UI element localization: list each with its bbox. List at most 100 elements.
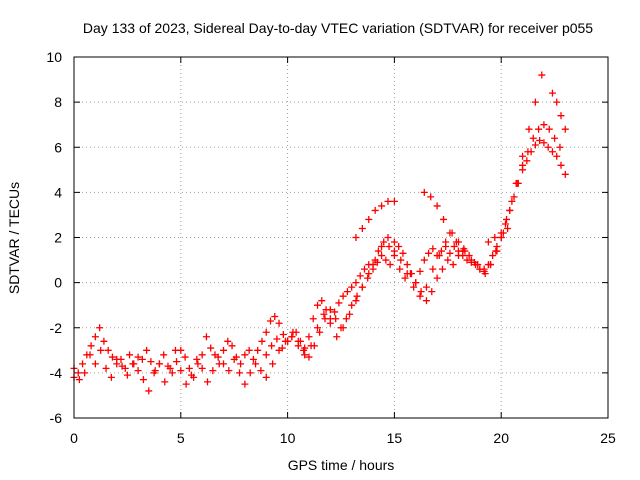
- y-tick-label: 2: [54, 230, 62, 246]
- data-point: [147, 358, 155, 366]
- data-point: [399, 249, 407, 257]
- data-point: [540, 121, 548, 129]
- x-tick-label: 20: [493, 430, 509, 446]
- data-point: [236, 369, 244, 377]
- data-point: [395, 243, 403, 251]
- data-point: [412, 279, 420, 287]
- data-point: [320, 310, 328, 318]
- y-tick-label: 0: [54, 275, 62, 291]
- data-point: [403, 270, 411, 278]
- data-point: [416, 267, 424, 275]
- data-point: [374, 247, 382, 255]
- data-point: [512, 179, 520, 187]
- data-point: [378, 202, 386, 210]
- x-tick-label: 0: [70, 430, 78, 446]
- data-point: [269, 360, 277, 368]
- data-point: [249, 355, 257, 363]
- data-point: [118, 362, 126, 370]
- data-point: [561, 125, 569, 133]
- data-point: [480, 265, 488, 273]
- data-point: [540, 139, 548, 147]
- data-point: [348, 301, 356, 309]
- chart-title: Day 133 of 2023, Sidereal Day-to-day VTE…: [83, 20, 593, 36]
- data-point: [326, 306, 334, 314]
- data-point: [314, 301, 322, 309]
- data-point: [123, 371, 131, 379]
- data-point: [452, 238, 460, 246]
- data-point: [220, 360, 228, 368]
- data-point: [442, 238, 450, 246]
- x-tick-label: 25: [600, 430, 616, 446]
- data-point: [102, 364, 110, 372]
- data-point: [268, 342, 276, 350]
- data-point: [166, 364, 174, 372]
- data-point: [262, 351, 270, 359]
- data-point: [544, 143, 552, 151]
- data-point: [538, 71, 546, 79]
- data-point: [380, 238, 388, 246]
- data-series: [262, 71, 546, 381]
- data-point: [437, 247, 445, 255]
- data-point: [143, 346, 151, 354]
- data-point: [390, 197, 398, 205]
- x-tick-label: 5: [177, 430, 185, 446]
- data-point: [194, 360, 202, 368]
- data-point: [220, 346, 228, 354]
- data-point: [294, 342, 302, 350]
- data-point: [87, 342, 95, 350]
- data-point: [396, 265, 404, 273]
- y-tick-label: -2: [50, 320, 63, 336]
- data-point: [198, 351, 206, 359]
- data-point: [446, 229, 454, 237]
- data-point: [465, 252, 473, 260]
- data-point: [510, 193, 518, 201]
- data-point: [429, 265, 437, 273]
- data-point: [428, 288, 436, 296]
- y-tick-label: -4: [50, 365, 63, 381]
- data-point: [173, 358, 181, 366]
- data-point: [168, 369, 176, 377]
- data-point: [252, 360, 260, 368]
- y-axis-title: SDTVAR / TECUs: [6, 182, 22, 294]
- data-point: [139, 376, 147, 384]
- data-point: [561, 170, 569, 178]
- data-point: [309, 315, 317, 323]
- data-point: [161, 378, 169, 386]
- data-point: [489, 252, 497, 260]
- data-point: [202, 333, 210, 341]
- data-point: [384, 197, 392, 205]
- data-point: [348, 283, 356, 291]
- data-point: [281, 337, 289, 345]
- data-point: [314, 324, 322, 332]
- data-point: [181, 353, 189, 361]
- data-point: [97, 346, 105, 354]
- data-point: [171, 346, 179, 354]
- data-point: [365, 215, 373, 223]
- data-point: [160, 351, 168, 359]
- data-point: [365, 270, 373, 278]
- data-point: [523, 157, 531, 165]
- data-point: [275, 346, 283, 354]
- data-point: [262, 373, 270, 381]
- data-point: [551, 134, 559, 142]
- data-point: [467, 256, 475, 264]
- data-point: [228, 342, 236, 350]
- data-point: [484, 238, 492, 246]
- data-point: [352, 279, 360, 287]
- data-point: [245, 346, 253, 354]
- data-point: [254, 346, 262, 354]
- data-point: [557, 112, 565, 120]
- data-point: [321, 315, 329, 323]
- data-point: [548, 89, 556, 97]
- data-point: [343, 288, 351, 296]
- data-point: [346, 310, 354, 318]
- data-point: [416, 292, 424, 300]
- data-point: [536, 136, 544, 144]
- data-point: [257, 367, 265, 375]
- y-tick-label: 6: [54, 139, 62, 155]
- data-point: [150, 369, 158, 377]
- data-point: [342, 315, 350, 323]
- data-point: [207, 344, 215, 352]
- data-point: [134, 367, 142, 375]
- data-point: [506, 206, 514, 214]
